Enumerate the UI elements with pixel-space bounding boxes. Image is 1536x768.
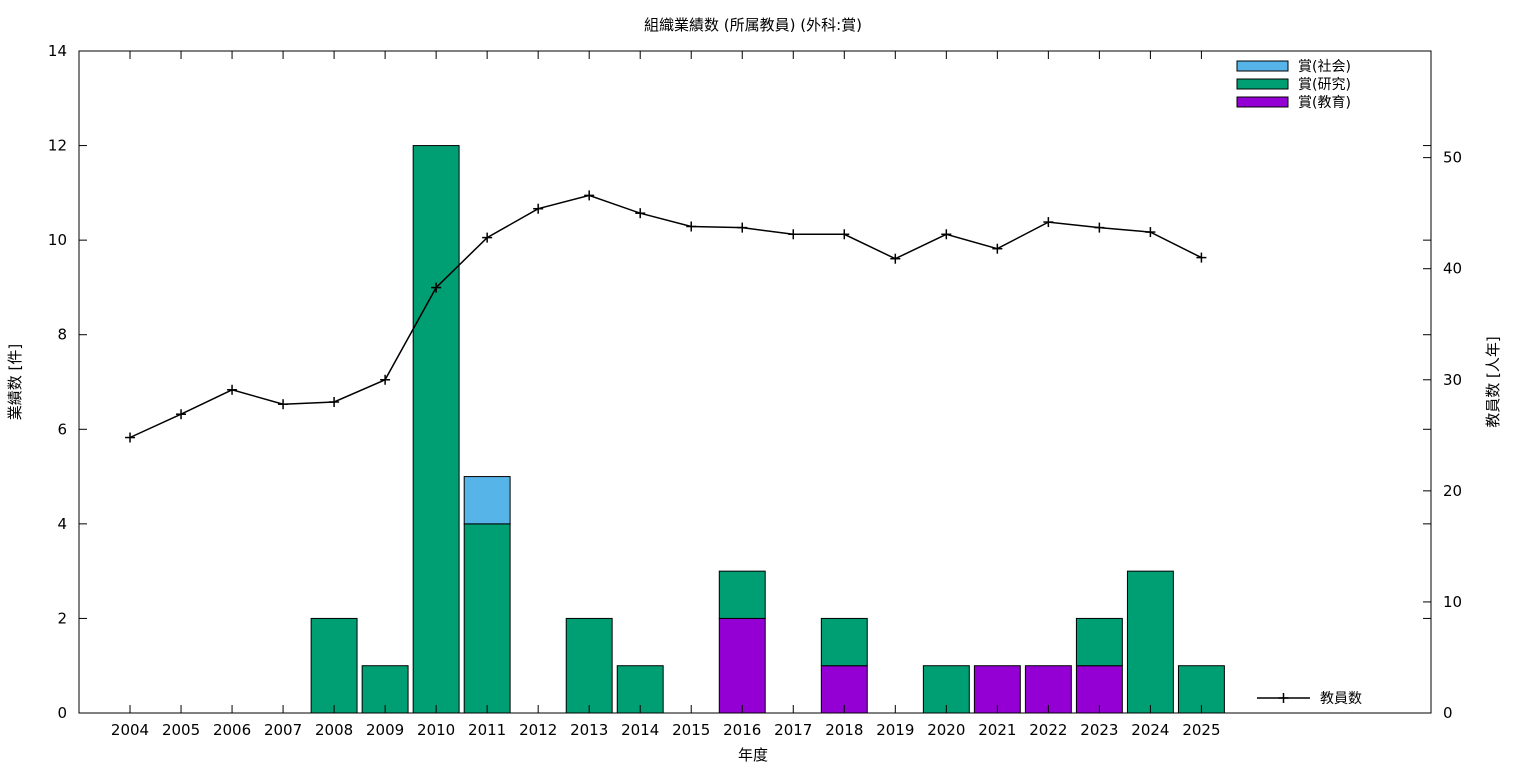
legend-label: 賞(教育)	[1298, 95, 1351, 111]
y2-tick-label: 10	[1443, 593, 1462, 611]
legend-line-label: 教員数	[1320, 691, 1362, 707]
x-axis-label: 年度	[738, 746, 768, 764]
line-point	[176, 409, 187, 420]
y-tick-label: 12	[48, 137, 67, 155]
legend: 賞(社会) 賞(研究) 賞(教育) 教員数	[1236, 59, 1362, 707]
x-tick-label: 2014	[621, 721, 659, 739]
line-point	[788, 229, 799, 240]
x-tick-label: 2005	[162, 721, 200, 739]
x-tick-label: 2023	[1080, 721, 1118, 739]
x-tick-label: 2025	[1182, 721, 1220, 739]
x-tick-label: 2019	[876, 721, 914, 739]
legend-swatch	[1236, 60, 1289, 72]
y2-tick-label: 40	[1443, 260, 1462, 278]
line-point	[329, 396, 340, 407]
line-series	[129, 194, 1202, 439]
chart-title: 組織業績数 (所属教員) (外科:賞)	[644, 16, 862, 34]
plot-area	[125, 145, 1225, 714]
line-point	[1145, 227, 1156, 238]
plot-frame	[78, 50, 1432, 714]
x-tick-label: 2011	[468, 721, 506, 739]
line-point	[1094, 222, 1105, 233]
legend-label: 賞(社会)	[1298, 59, 1351, 75]
line-point	[278, 399, 289, 410]
y2-tick-label: 20	[1443, 482, 1462, 500]
y-tick-label: 8	[57, 326, 67, 344]
legend-swatch	[1236, 96, 1289, 108]
x-tick-label: 2024	[1131, 721, 1169, 739]
x-tick-label: 2004	[111, 721, 149, 739]
line-point	[380, 374, 391, 385]
y-tick-label: 2	[57, 609, 67, 627]
line-point	[941, 229, 952, 240]
line-point	[992, 243, 1003, 254]
x-tick-label: 2020	[927, 721, 965, 739]
y-tick-label: 0	[57, 704, 67, 722]
bar-segment	[1126, 570, 1174, 714]
line-point	[482, 232, 493, 243]
x-tick-label: 2006	[213, 721, 251, 739]
y-tick-label: 10	[48, 231, 67, 249]
x-tick-label: 2013	[570, 721, 608, 739]
legend-label: 賞(研究)	[1298, 77, 1351, 93]
y-axis-label: 業績数 [件]	[6, 344, 24, 420]
bar-segment	[820, 617, 868, 667]
bar-segment	[718, 570, 766, 619]
x-tick-label: 2022	[1029, 721, 1067, 739]
line-point	[584, 190, 595, 201]
y-tick-label: 14	[48, 42, 67, 60]
line-point	[737, 222, 748, 233]
bar-segment	[718, 617, 766, 714]
y2-axis-label: 教員数 [人年]	[1484, 336, 1502, 427]
x-tick-label: 2009	[366, 721, 404, 739]
x-tick-label: 2021	[978, 721, 1016, 739]
x-tick-label: 2012	[519, 721, 557, 739]
y-tick-label: 4	[57, 515, 67, 533]
line-point	[839, 229, 850, 240]
legend-swatch	[1236, 78, 1289, 90]
bar-segment	[1075, 617, 1123, 667]
y-tick-label: 6	[57, 420, 67, 438]
y2-tick-label: 30	[1443, 371, 1462, 389]
bar-segment	[463, 476, 511, 525]
line-point	[1196, 252, 1207, 263]
y2-tick-label: 50	[1443, 149, 1462, 167]
axes: 0 2 4 6 8 10 12 14 0 10 20 30 40 50 2004 2005 2006 2007 20…	[48, 42, 1462, 739]
x-tick-label: 2016	[723, 721, 761, 739]
line-point	[890, 253, 901, 264]
x-tick-label: 2010	[417, 721, 455, 739]
x-tick-label: 2017	[774, 721, 812, 739]
line-point	[686, 221, 697, 232]
bar-segment	[310, 617, 358, 714]
x-tick-label: 2008	[315, 721, 353, 739]
line-point	[1043, 217, 1054, 228]
line-point	[227, 384, 238, 395]
line-point	[533, 203, 544, 214]
bar-segment	[463, 523, 511, 714]
line-point	[635, 208, 646, 219]
x-tick-label: 2007	[264, 721, 302, 739]
line-point	[431, 282, 442, 293]
y2-tick-label: 0	[1443, 704, 1453, 722]
line-point	[125, 432, 136, 443]
x-tick-label: 2018	[825, 721, 863, 739]
bar-segment	[412, 145, 460, 714]
bar-segment	[565, 617, 613, 714]
x-tick-label: 2015	[672, 721, 710, 739]
